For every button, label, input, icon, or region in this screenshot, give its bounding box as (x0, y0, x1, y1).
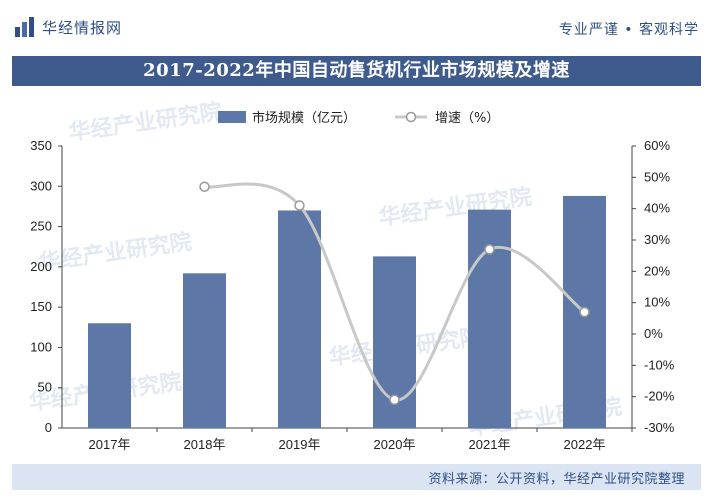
brand-logo-icon (15, 17, 34, 37)
bar-market-size (468, 209, 511, 428)
x-tick-label: 2017年 (89, 437, 131, 452)
growth-rate-point (199, 181, 210, 192)
left-tick-label: 100 (30, 339, 52, 354)
x-tick-label: 2019年 (279, 437, 321, 452)
legend-bar-label: 市场规模（亿元） (252, 110, 356, 126)
left-tick-label: 300 (30, 178, 52, 193)
brand-logo: 华经情报网 (14, 16, 122, 38)
left-tick-label: 250 (30, 219, 52, 234)
right-tick-label: 40% (644, 201, 670, 216)
legend-line-label: 增速（%） (435, 111, 499, 126)
bar-market-size (88, 323, 131, 428)
legend-bar-swatch (218, 111, 246, 123)
x-tick-label: 2021年 (469, 437, 511, 452)
top-bar: 华经情报网 专业严谨 • 客观科学 (0, 0, 713, 56)
left-tick-label: 0 (45, 420, 52, 435)
growth-rate-point (294, 200, 305, 211)
right-tick-label: -10% (644, 357, 675, 372)
growth-rate-point (484, 244, 495, 255)
x-tick-label: 2022年 (564, 437, 606, 452)
right-tick-label: 60% (644, 138, 670, 153)
right-tick-label: 20% (644, 263, 670, 278)
footer-band: 资料来源：公开资料，华经产业研究院整理 (12, 464, 701, 490)
left-tick-label: 350 (30, 138, 52, 153)
right-tick-label: -30% (644, 420, 675, 435)
right-tick-label: 10% (644, 295, 670, 310)
left-tick-label: 50 (38, 380, 52, 395)
right-tick-label: 0% (644, 326, 663, 341)
x-tick-label: 2020年 (374, 437, 416, 452)
watermark-text: 华经产业研究院 (67, 99, 223, 146)
brand-name: 华经情报网 (42, 18, 123, 37)
growth-rate-point (389, 394, 400, 406)
source-note: 资料来源：公开资料，华经产业研究院整理 (428, 472, 685, 487)
x-tick-label: 2018年 (184, 437, 226, 452)
right-tick-label: 50% (644, 169, 670, 184)
slogan: 专业严谨 • 客观科学 (558, 22, 699, 38)
bar-market-size (183, 273, 226, 428)
right-tick-label: -20% (644, 389, 675, 404)
right-tick-label: 30% (644, 232, 670, 247)
left-tick-label: 200 (30, 259, 52, 274)
watermark-text: 华经产业研究院 (37, 229, 193, 276)
chart-title: 2017-2022年中国自动售货机行业市场规模及增速 (12, 56, 701, 86)
bar-market-size (278, 210, 321, 428)
left-tick-label: 150 (30, 299, 52, 314)
legend-line-marker (405, 111, 417, 123)
chart: 华经产业研究院华经产业研究院华经产业研究院华经产业研究院华经产业研究院华经产业研… (27, 99, 675, 452)
growth-rate-point (579, 306, 590, 318)
